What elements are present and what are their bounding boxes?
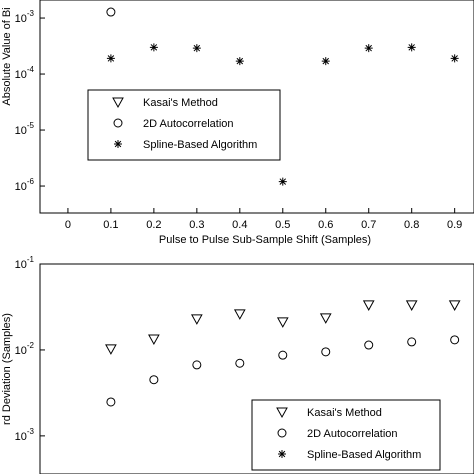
legend-label: Kasai's Method	[307, 407, 382, 419]
y-axis-label: rd Deviation (Samples)	[1, 313, 13, 425]
legend-label: Spline-Based Algorithm	[307, 449, 421, 461]
marker-triangle	[362, 300, 375, 311]
tick-base: 10	[15, 345, 27, 357]
y-tick-label: 10-3	[15, 427, 35, 443]
y-tick-label: 10-6	[15, 177, 35, 193]
marker-circle	[321, 347, 331, 357]
marker-circle	[364, 340, 374, 350]
plot: 10-110-210-3rd Deviation (Samples) Kasai'…	[1, 255, 474, 474]
x-tick-label: 0.7	[361, 219, 376, 231]
marker-circle	[106, 397, 116, 407]
legend-marker	[114, 140, 122, 148]
marker-triangle	[105, 344, 117, 355]
marker-circle	[278, 350, 288, 360]
x-axis-label: Pulse to Pulse Sub-Sample Shift (Samples…	[159, 234, 371, 246]
marker-triangle	[148, 334, 160, 346]
legend: Kasai's Method 2D Autocorrelation Spline-B…	[251, 399, 441, 471]
y-tick-label: 10-3	[15, 9, 35, 25]
x-tick-label: 0.6	[318, 219, 333, 231]
tick-base: 10	[15, 259, 27, 271]
axes-box	[39, 263, 474, 474]
marker-circle	[149, 375, 159, 385]
x-tick-label: 0	[65, 219, 71, 231]
marker-asterisk	[364, 44, 373, 53]
legend-label: Spline-Based Algorithm	[143, 139, 257, 151]
legend-box	[87, 89, 281, 161]
marker-triangle	[190, 314, 203, 325]
tick-exponent: -3	[27, 9, 35, 18]
legend-label: Kasai's Method	[143, 97, 218, 109]
marker-circle	[235, 358, 245, 368]
marker-asterisk	[149, 43, 158, 52]
marker-circle	[192, 360, 202, 370]
x-tick-label: 0.5	[275, 219, 290, 231]
marker-asterisk	[192, 44, 201, 53]
tick-exponent: -5	[27, 121, 35, 130]
y-axis-label: Absolute Value of Bi	[1, 7, 13, 105]
marker-circle	[450, 335, 460, 345]
axes-box	[39, 0, 474, 214]
marker-triangle	[233, 309, 246, 320]
y-tick-label: 10-2	[15, 341, 35, 357]
marker-asterisk	[106, 54, 115, 63]
y-tick-label: 10-5	[15, 121, 35, 137]
marker-circle	[106, 7, 116, 17]
x-tick-label: 0.2	[146, 219, 161, 231]
data-layer	[106, 7, 459, 186]
tick-exponent: -6	[27, 177, 35, 186]
marker-asterisk	[407, 43, 416, 52]
plot: 10-310-410-510-60 0.1 0.2 0.3 0.4 0.5 0.6 0.7 0.…	[1, 0, 474, 246]
marker-triangle	[319, 313, 332, 324]
tick-exponent: -2	[27, 341, 35, 350]
marker-asterisk	[235, 57, 244, 66]
legend-marker	[112, 97, 124, 109]
marker-triangle	[276, 317, 289, 328]
x-tick-label: 0.8	[404, 219, 419, 231]
marker-circle	[407, 337, 417, 347]
legend-box	[251, 399, 441, 471]
tick-exponent: -1	[27, 255, 35, 264]
legend-marker	[113, 118, 123, 128]
x-tick-label: 0.4	[232, 219, 247, 231]
legend: Kasai's Method 2D Autocorrelation Spline-B…	[87, 89, 281, 161]
legend-marker	[277, 428, 287, 438]
data-layer	[105, 300, 461, 407]
tick-exponent: -3	[27, 427, 35, 436]
x-tick-label: 0.1	[103, 219, 118, 231]
marker-asterisk	[321, 57, 330, 66]
x-tick-label: 0.3	[189, 219, 204, 231]
tick-base: 10	[15, 181, 27, 193]
y-tick-label: 10-4	[15, 65, 35, 81]
legend-label: 2D Autocorrelation	[143, 118, 234, 130]
y-tick-label: 10-1	[15, 255, 35, 271]
tick-exponent: -4	[27, 65, 35, 74]
marker-asterisk	[278, 177, 287, 186]
x-tick-label: 0.9	[447, 219, 462, 231]
marker-triangle	[405, 300, 418, 311]
tick-base: 10	[15, 125, 27, 137]
marker-asterisk	[450, 54, 459, 63]
tick-base: 10	[15, 69, 27, 81]
tick-base: 10	[15, 431, 27, 443]
marker-triangle	[448, 300, 461, 311]
legend-label: 2D Autocorrelation	[307, 428, 398, 440]
tick-base: 10	[15, 13, 27, 25]
legend-marker	[276, 407, 288, 419]
legend-marker	[278, 450, 286, 458]
